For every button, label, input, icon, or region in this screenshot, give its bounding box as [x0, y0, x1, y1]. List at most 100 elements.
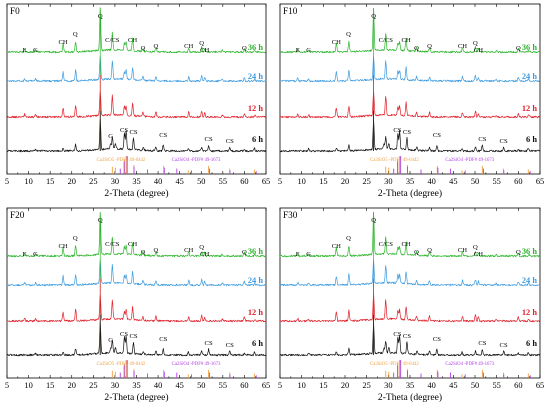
reference-pattern-label: Ca2SiO4 -PDF# 49-1673	[445, 158, 494, 163]
reference-pattern-label: Ca2SiO4 -PDF# 49-1673	[172, 158, 221, 163]
plot-frame	[279, 3, 541, 175]
xrd-trace-36h	[6, 212, 267, 258]
phase-label: CH	[332, 243, 341, 250]
x-axis-title: 2-Theta (degree)	[104, 392, 168, 403]
x-tick-label: 10	[297, 381, 305, 390]
xrd-trace-24h	[279, 259, 541, 287]
phase-label: Q	[371, 13, 376, 20]
series-label: 6 h	[526, 339, 537, 348]
x-tick-label: 30	[384, 177, 392, 186]
panel-title: F30	[283, 210, 298, 220]
phase-label: CH	[402, 37, 411, 44]
x-tick-label: 40	[427, 177, 435, 186]
x-tick-label: 15	[319, 177, 327, 186]
x-tick-label: 25	[362, 381, 370, 390]
phase-label: Q	[73, 31, 78, 38]
x-tick-label: 20	[68, 381, 76, 390]
series-label: 12 h	[248, 104, 263, 113]
phase-label: Q	[199, 244, 204, 251]
x-tick-label: 20	[341, 381, 349, 390]
x-axis-title: 2-Theta (degree)	[378, 188, 442, 199]
phase-label: CS	[500, 342, 508, 349]
phase-label: CS	[478, 136, 486, 143]
phase-label: Q	[73, 235, 78, 242]
plot-frame	[6, 3, 267, 175]
series-label: 12 h	[522, 308, 537, 317]
xrd-trace-12h	[6, 91, 267, 119]
series-label: 36 h	[522, 247, 537, 256]
xrd-trace-6h	[6, 118, 267, 153]
phase-label: Q	[346, 235, 351, 242]
x-tick-label: 20	[341, 177, 349, 186]
phase-label: Q	[141, 249, 146, 256]
phase-label: Q	[427, 247, 432, 254]
x-tick-label: 65	[262, 381, 270, 390]
phase-label: CH	[128, 37, 137, 44]
phase-label: CH	[474, 47, 483, 54]
phase-label: Q	[473, 244, 478, 251]
x-tick-label: 5	[278, 177, 282, 186]
x-tick-label: 30	[111, 177, 119, 186]
plot-frame	[6, 207, 267, 379]
phase-label: CH	[200, 251, 209, 258]
x-tick-label: 30	[384, 381, 392, 390]
x-tick-label: 60	[240, 381, 248, 390]
x-tick-label: 50	[471, 177, 479, 186]
x-tick-label: 35	[406, 177, 414, 186]
phase-label: CH	[128, 241, 137, 248]
phase-label: G	[108, 337, 113, 344]
reference-pattern-label: Ca2SiO4 -PDF# 49-1673	[445, 362, 494, 367]
phase-label: Q	[242, 45, 247, 52]
phase-label: CH	[458, 247, 467, 254]
phase-label: C/CS	[379, 37, 394, 44]
x-tick-label: 50	[197, 177, 205, 186]
phase-label: Q	[154, 43, 159, 50]
phase-label: G	[306, 47, 311, 54]
x-tick-label: 45	[449, 381, 457, 390]
x-tick-label: 35	[132, 381, 140, 390]
xrd-trace-6h	[279, 323, 541, 357]
x-tick-label: 40	[427, 381, 435, 390]
series-label: 24 h	[522, 276, 537, 285]
x-tick-label: 25	[89, 381, 97, 390]
phase-label: Q	[346, 31, 351, 38]
panel-title: F20	[10, 210, 25, 220]
phase-label: Q	[154, 247, 159, 254]
phase-label: CS	[433, 132, 441, 139]
reference-pattern-label: Ca3SiO5 -PDF# 49-0442	[370, 362, 419, 367]
x-tick-label: 35	[132, 177, 140, 186]
xrd-trace-12h	[6, 294, 267, 323]
phase-label: CH	[200, 47, 209, 54]
xrd-trace-24h	[6, 55, 267, 83]
phase-label: Q	[414, 45, 419, 52]
xrd-trace-12h	[279, 293, 541, 323]
phase-label: G	[306, 251, 311, 258]
x-tick-label: 60	[240, 177, 248, 186]
x-tick-label: 30	[111, 381, 119, 390]
xrd-trace-36h	[6, 7, 267, 54]
x-tick-label: 55	[219, 381, 227, 390]
x-tick-label: 55	[492, 177, 500, 186]
x-tick-label: 60	[514, 177, 522, 186]
x-tick-label: 40	[154, 381, 162, 390]
phase-label: Q	[371, 217, 376, 224]
phase-label: Q	[427, 43, 432, 50]
x-axis-title: 2-Theta (degree)	[378, 392, 442, 403]
phase-label: G	[33, 251, 38, 258]
xrd-panel-f20: F20 5 10 15 20 25 30 35 40 45 50 55 60 65 2-Theta (deg…	[5, 207, 270, 403]
series-label: 36 h	[248, 247, 263, 256]
series-label: 12 h	[248, 308, 263, 317]
series-label: 24 h	[522, 72, 537, 81]
phase-label: Q	[473, 40, 478, 47]
x-tick-label: 65	[536, 177, 544, 186]
x-tick-label: 10	[24, 381, 32, 390]
x-tick-label: 15	[319, 381, 327, 390]
phase-label: CS	[129, 129, 137, 136]
series-label: 12 h	[522, 104, 537, 113]
phase-label: Q	[98, 13, 103, 20]
x-tick-label: 60	[514, 381, 522, 390]
phase-label: CS	[205, 136, 213, 143]
phase-label: C/CS	[105, 37, 120, 44]
xrd-panel-f10: F10 5 10 15 20 25 30 35 40 45 50 55 60 65 2-Theta (deg…	[278, 3, 544, 199]
